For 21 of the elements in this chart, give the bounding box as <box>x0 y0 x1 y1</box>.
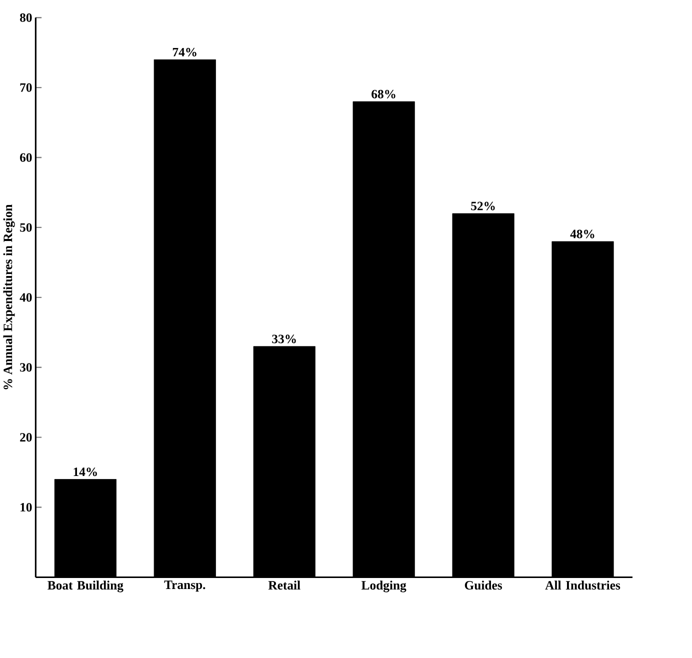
y-tick-label: 80 <box>20 13 32 22</box>
x-tick-label: Lodging <box>362 580 406 592</box>
data-label: 48% <box>570 230 594 238</box>
y-tick-label: 40 <box>20 292 32 302</box>
data-label: 74% <box>172 48 196 56</box>
x-tick-label: Transp. <box>164 580 206 592</box>
data-label: 68% <box>372 90 396 98</box>
y-tick-label: 60 <box>20 153 32 162</box>
data-label: 14% <box>74 467 97 476</box>
y-axis-title: % Annual Expenditures in Region <box>3 204 15 390</box>
x-tick-label: All Industries <box>545 580 620 590</box>
y-tick-label: 30 <box>20 362 32 372</box>
x-tick-label: Guides <box>464 580 502 590</box>
x-tick-label: Retail <box>268 580 300 590</box>
data-label: 52% <box>471 202 495 210</box>
y-tick-label: 20 <box>20 432 32 442</box>
y-tick-label: 10 <box>20 502 32 512</box>
y-tick-label: 70 <box>20 83 32 92</box>
y-tick-label: 50 <box>20 222 32 232</box>
x-tick-label: Boat Building <box>48 580 124 592</box>
data-label: 33% <box>272 334 296 344</box>
